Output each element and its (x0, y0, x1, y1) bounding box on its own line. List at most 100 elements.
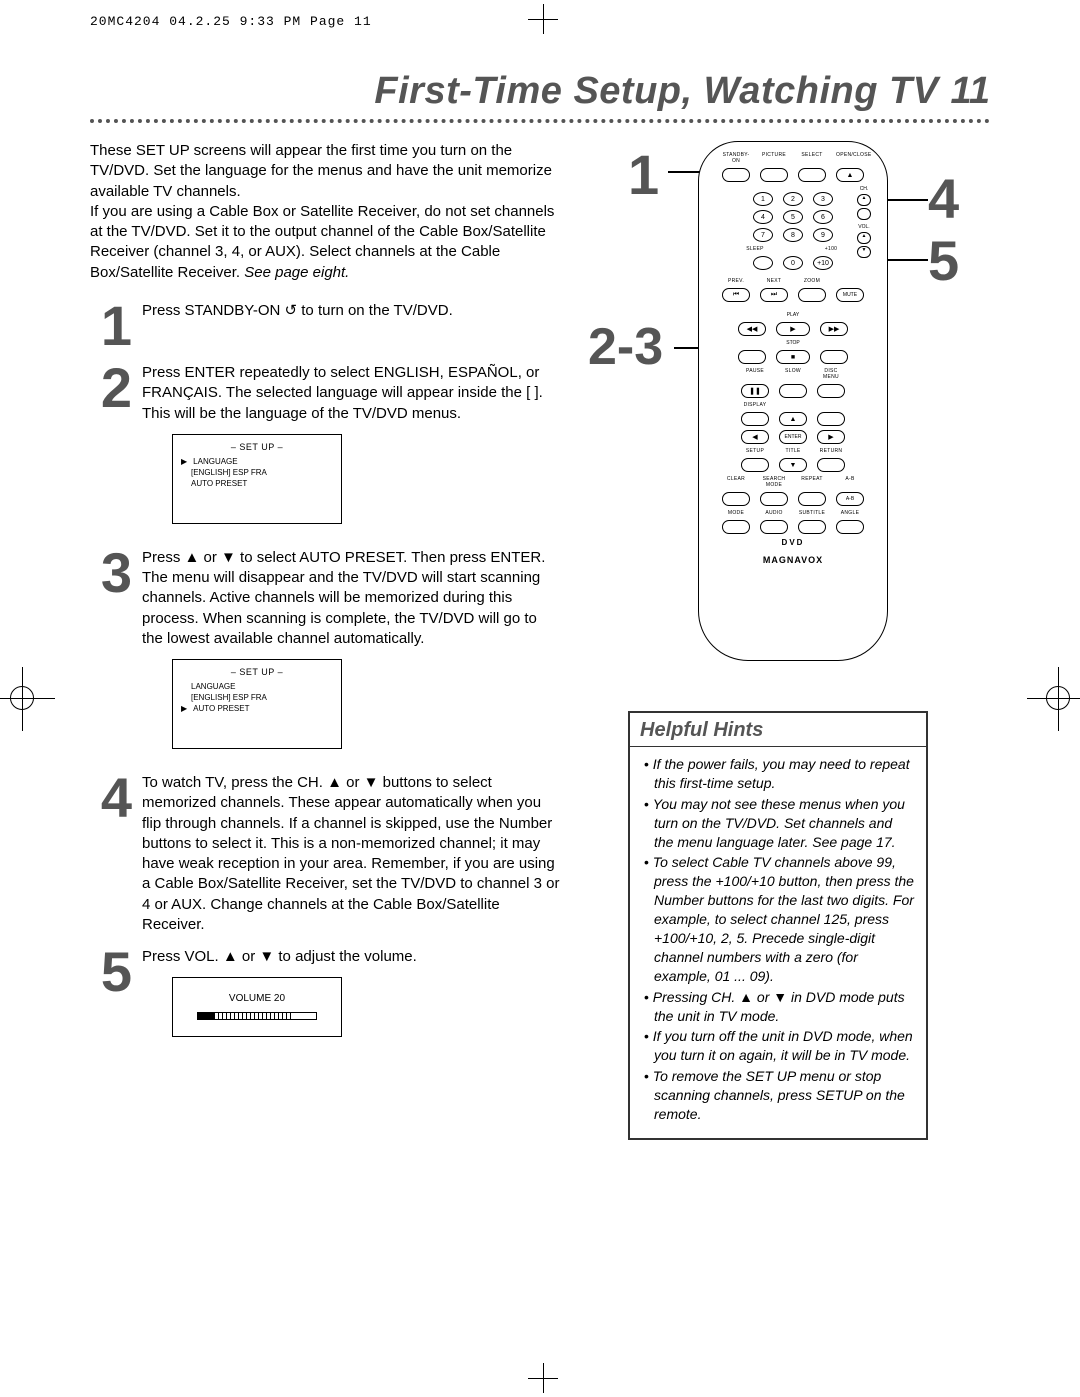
vol-up-btn: ▲ (857, 232, 871, 244)
intro-2: If you are using a Cable Box or Satellit… (90, 202, 560, 283)
zoom-btn (798, 288, 826, 302)
page-title: First-Time Setup, Watching TV (374, 70, 938, 113)
subtitle-btn (798, 520, 826, 534)
step-1: 1 Press STANDBY-ON ↺ to turn on the TV/D… (90, 301, 560, 351)
callout-4: 4 (928, 171, 959, 227)
callout-23: 2-3 (588, 321, 663, 373)
intro-1: These SET UP screens will appear the fir… (90, 141, 560, 202)
lbl: MODE (722, 510, 750, 516)
vol-dn-btn: ▼ (857, 246, 871, 258)
lbl: STANDBY-ON (722, 152, 750, 164)
lbl: SELECT (798, 152, 826, 164)
left-column: These SET UP screens will appear the fir… (90, 141, 560, 1037)
lbl: DISPLAY (741, 402, 769, 408)
step-2: 2 Press ENTER repeatedly to select ENGLI… (90, 363, 560, 524)
num-1: 1 (753, 192, 773, 206)
num-4: 4 (753, 210, 773, 224)
lbl: PICTURE (760, 152, 788, 164)
step-4: 4 To watch TV, press the CH. ▲ or ▼ butt… (90, 773, 560, 935)
dvd-logo: DVD (782, 538, 805, 547)
step-num: 4 (90, 773, 132, 935)
hint: If the power fails, you may need to repe… (644, 755, 914, 793)
setup-btn (741, 458, 769, 472)
side-col: CH. ▲ VOL. ▲ ▼ (857, 186, 871, 260)
step-body: Press VOL. ▲ or ▼ to adjust the volume. … (142, 947, 560, 1037)
next-btn: ⏭ (760, 288, 788, 302)
sleep-btn (753, 256, 773, 270)
lbl: A-B (836, 476, 864, 488)
lbl (817, 412, 845, 426)
crop-top (528, 4, 558, 34)
num-5: 5 (783, 210, 803, 224)
remote-diagram: 1 2-3 4 5 STANDBY-ONPICTURESELECTOPEN/CL… (588, 141, 988, 671)
rew-btn: ◀◀ (738, 322, 766, 336)
remote-outline: STANDBY-ONPICTURESELECTOPEN/CLOSE ▲ 123 … (698, 141, 888, 661)
return-btn (817, 458, 845, 472)
down-btn: ▼ (779, 458, 807, 472)
step-body: Press STANDBY-ON ↺ to turn on the TV/DVD… (142, 301, 560, 351)
lbl: AUDIO (760, 510, 788, 516)
hints-list: If the power fails, you may need to repe… (630, 747, 926, 1138)
title-rule (90, 119, 990, 123)
mute-btn: MUTE (836, 288, 864, 302)
step-body: Press ENTER repeatedly to select ENGLISH… (142, 363, 560, 524)
osd-auto: AUTO PRESET (193, 704, 249, 715)
repeat-btn (798, 492, 826, 506)
lbl (820, 350, 848, 364)
ff-btn: ▶▶ (820, 322, 848, 336)
title-row: First-Time Setup, Watching TV 11 (90, 70, 990, 113)
lbl: PREV. (722, 278, 750, 284)
ch-up-btn: ▲ (857, 194, 871, 206)
lbl: SUBTITLE (798, 510, 826, 516)
pause-btn: ❚❚ (741, 384, 769, 398)
stop-btn: ■ (776, 350, 810, 364)
hint: Pressing CH. ▲ or ▼ in DVD mode puts the… (644, 988, 914, 1026)
vol-label: VOLUME 20 (173, 992, 341, 1006)
crop-bottom (528, 1363, 558, 1393)
num-8: 8 (783, 228, 803, 242)
lbl: CH. (857, 186, 871, 192)
lbl: VOL. (857, 224, 871, 230)
hint: If you turn off the unit in DVD mode, wh… (644, 1027, 914, 1065)
ab-btn: A-B (836, 492, 864, 506)
osd-opts: [ENGLISH] ESP FRA (191, 693, 267, 704)
osd-title: – SET UP – (181, 666, 333, 678)
step-text: Press ▲ or ▼ to select AUTO PRESET. Then… (142, 549, 545, 647)
osd-volume: VOLUME 20 (172, 977, 342, 1037)
slow-btn (779, 384, 807, 398)
play-btn: ▶ (776, 322, 810, 336)
p10-btn: +10 (813, 256, 833, 270)
lbl: ANGLE (836, 510, 864, 516)
lbl: SLOW (779, 368, 807, 380)
lbl: SLEEP (741, 246, 769, 252)
lbl: +100 (817, 246, 845, 252)
helpful-hints: Helpful Hints If the power fails, you ma… (628, 711, 928, 1140)
hint: You may not see these menus when you tur… (644, 795, 914, 852)
enter-btn: ENTER (779, 430, 807, 444)
lbl: SETUP (741, 448, 769, 454)
lbl: SEARCH MODE (760, 476, 788, 488)
open-btn: ▲ (836, 168, 864, 182)
num-9: 9 (813, 228, 833, 242)
lbl: REPEAT (798, 476, 826, 488)
standby-btn (722, 168, 750, 182)
step-body: Press ▲ or ▼ to select AUTO PRESET. Then… (142, 548, 560, 749)
step-text: Press VOL. ▲ or ▼ to adjust the volume. (142, 948, 417, 965)
lbl (738, 350, 766, 364)
lbl: CLEAR (722, 476, 750, 488)
num-7: 7 (753, 228, 773, 242)
osd-lang: LANGUAGE (193, 457, 237, 468)
right-column: 1 2-3 4 5 STANDBY-ONPICTURESELECTOPEN/CL… (588, 141, 988, 1037)
lbl: RETURN (817, 448, 845, 454)
step-5: 5 Press VOL. ▲ or ▼ to adjust the volume… (90, 947, 560, 1037)
clear-btn (722, 492, 750, 506)
reg-left (10, 686, 34, 710)
step-num: 3 (90, 548, 132, 749)
select-btn (798, 168, 826, 182)
num-3: 3 (813, 192, 833, 206)
callout-5: 5 (928, 233, 959, 289)
mode-btn (722, 520, 750, 534)
osd-language: – SET UP – ▶LANGUAGE [ENGLISH] ESP FRA A… (172, 434, 342, 524)
search-btn (760, 492, 788, 506)
osd-opts: [ENGLISH] ESP FRA (191, 468, 267, 479)
